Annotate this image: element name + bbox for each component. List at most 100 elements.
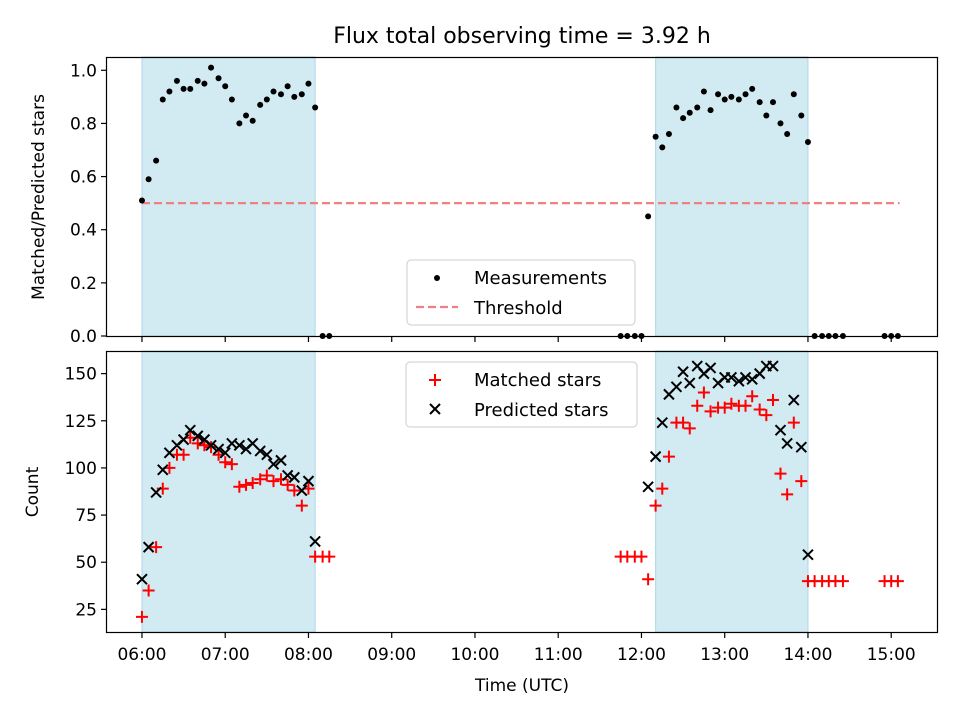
matched-star-point — [198, 439, 211, 452]
top-y-tick-label-1: 0.2 — [70, 274, 97, 294]
matched-star-point — [753, 403, 766, 416]
measurement-point — [707, 107, 714, 114]
bottom-y-axis-label: Count — [23, 466, 43, 517]
measurement-point — [798, 112, 805, 119]
predicted-star-point — [233, 439, 246, 452]
measurement-point — [665, 131, 672, 138]
top-shaded-interval-0 — [141, 56, 316, 337]
measurement-point — [228, 96, 235, 103]
measurement-point — [790, 91, 797, 98]
matched-stars-legend-marker — [429, 374, 441, 386]
measurement-point — [763, 112, 770, 119]
predicted-star-point — [205, 439, 217, 452]
bottom-plot-frame — [105, 350, 939, 634]
matched-star-point — [787, 416, 800, 429]
bottom-panel: 25 50 75 100 125 150 06:00 07:00 08:00 09:00 10:0… — [23, 350, 939, 696]
matched-star-point — [891, 575, 904, 588]
matched-star-point — [142, 584, 155, 597]
predicted-star-point — [275, 454, 287, 467]
matched-star-point — [774, 467, 787, 480]
top-y-tick-label-4: 0.8 — [70, 114, 97, 134]
matched-star-point — [323, 550, 336, 563]
predicted-star-point — [212, 443, 225, 455]
predicted-star-point — [261, 449, 273, 461]
matched-star-point — [150, 541, 163, 554]
predicted-star-point — [296, 484, 308, 497]
predicted-star-point — [746, 373, 758, 385]
bottom-y-tick-label-3: 100 — [65, 459, 97, 479]
measurement-point — [249, 117, 256, 124]
matched-star-point — [691, 399, 704, 412]
measurement-point — [270, 88, 277, 95]
top-plot-frame — [105, 56, 939, 338]
bottom-shaded-interval-1 — [655, 350, 809, 633]
measurement-point — [804, 139, 811, 146]
measurement-point — [652, 133, 659, 140]
measurement-point — [243, 112, 250, 119]
bottom-x-tick-label-4: 10:00 — [450, 645, 499, 665]
predicted-star-point — [150, 486, 162, 499]
measurement-point — [735, 96, 742, 103]
matched-star-point — [656, 482, 669, 495]
matched-star-point — [246, 477, 259, 490]
matched-star-point — [225, 458, 238, 471]
predicted-star-point — [288, 471, 301, 484]
bottom-x-tick-label-8: 14:00 — [783, 645, 832, 665]
predicted-star-point — [136, 573, 148, 585]
matched-star-point — [649, 499, 662, 512]
bottom-x-tick-label-2: 08:00 — [284, 645, 333, 665]
bottom-legend: Matched stars Predicted stars — [405, 361, 638, 428]
top-shaded-intervals — [141, 56, 809, 337]
measurement-point — [715, 91, 722, 98]
bottom-x-tick-label-9: 15:00 — [867, 645, 916, 665]
measurement-point — [673, 104, 680, 111]
measurement-point — [769, 99, 776, 106]
predicted-star-point — [281, 469, 294, 482]
top-y-tick-label-0: 0.0 — [70, 327, 97, 347]
predicted-star-point — [649, 450, 662, 463]
matched-star-point — [725, 397, 738, 410]
predicted-star-point — [219, 447, 231, 459]
bottom-y-tick-label-1: 50 — [75, 553, 97, 573]
measurement-point — [659, 144, 666, 151]
predicted-star-point — [302, 475, 315, 487]
predicted-stars-legend-label: Predicted stars — [474, 400, 608, 421]
matched-star-point — [260, 469, 273, 482]
measurement-point — [645, 213, 652, 220]
matched-star-point — [836, 575, 849, 588]
measurement-point — [222, 83, 229, 90]
measurement-point — [777, 120, 784, 127]
top-shaded-interval-1 — [655, 56, 809, 337]
matched-star-point — [642, 573, 655, 586]
predicted-star-point — [656, 416, 668, 429]
matched-star-point — [635, 550, 648, 563]
predicted-stars-legend-marker — [429, 403, 441, 415]
x-axis-label: Time (UTC) — [474, 676, 569, 696]
predicted-star-point — [774, 424, 787, 436]
bottom-x-tick-label-7: 13:00 — [700, 645, 749, 665]
top-legend-box — [406, 259, 636, 326]
measurement-point — [194, 77, 201, 84]
predicted-star-point — [781, 437, 793, 450]
bottom-x-tick-label-0: 06:00 — [117, 645, 166, 665]
matched-star-point — [288, 484, 301, 497]
predicted-star-point — [192, 430, 204, 442]
predicted-star-point — [684, 377, 696, 389]
top-y-tick-label-2: 0.4 — [70, 221, 97, 241]
measurement-point — [159, 96, 166, 103]
matched-star-point — [233, 480, 246, 493]
bottom-legend-box — [405, 361, 638, 428]
matched-star-point — [739, 399, 752, 412]
measurement-point — [298, 91, 305, 98]
matched-star-point — [205, 441, 218, 454]
matched-star-point — [704, 405, 717, 418]
bottom-x-tick-label-5: 11:00 — [534, 645, 583, 665]
matched-star-point — [219, 456, 232, 469]
matched-star-point — [781, 488, 794, 501]
top-y-tick-label-5: 1.0 — [70, 61, 97, 81]
top-panel: 0.0 0.2 0.4 0.6 0.8 1.0 Flux total observing … — [29, 24, 939, 347]
bottom-x-tick-label-1: 07:00 — [201, 645, 250, 665]
measurement-point — [742, 91, 749, 98]
predicted-star-point — [177, 433, 190, 446]
predicted-star-point — [142, 541, 155, 553]
